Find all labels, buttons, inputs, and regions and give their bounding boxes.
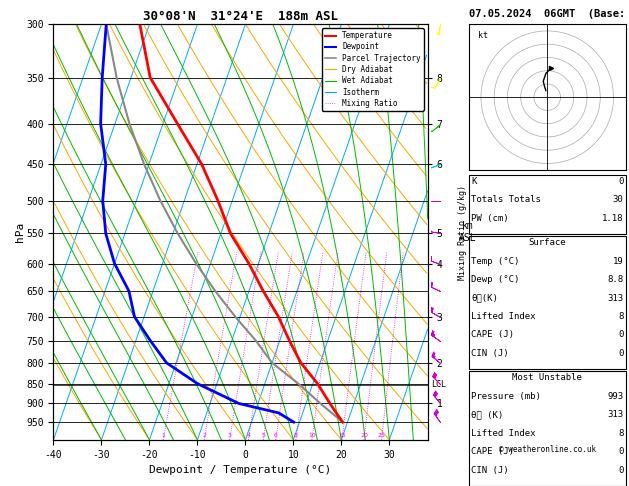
Text: 0: 0 (618, 177, 623, 186)
Text: 19: 19 (613, 257, 623, 266)
Text: 0: 0 (618, 447, 623, 456)
Y-axis label: km
ASL: km ASL (459, 221, 476, 243)
Text: Lifted Index: Lifted Index (471, 429, 536, 438)
Text: 0: 0 (618, 330, 623, 340)
Text: θᴇ(K): θᴇ(K) (471, 294, 498, 303)
Title: 30°08'N  31°24'E  188m ASL: 30°08'N 31°24'E 188m ASL (143, 10, 338, 23)
Text: 0: 0 (618, 349, 623, 358)
Text: 8.8: 8.8 (607, 275, 623, 284)
Text: 07.05.2024  06GMT  (Base: 00): 07.05.2024 06GMT (Base: 00) (469, 9, 629, 19)
Text: 313: 313 (607, 410, 623, 419)
Text: Mixing Ratio (g/kg): Mixing Ratio (g/kg) (458, 185, 467, 279)
Text: 8: 8 (618, 429, 623, 438)
Text: Pressure (mb): Pressure (mb) (471, 392, 541, 401)
Text: © weatheronline.co.uk: © weatheronline.co.uk (499, 445, 596, 454)
Text: 8: 8 (294, 433, 298, 438)
Text: CAPE (J): CAPE (J) (471, 330, 514, 340)
Legend: Temperature, Dewpoint, Parcel Trajectory, Dry Adiabat, Wet Adiabat, Isotherm, Mi: Temperature, Dewpoint, Parcel Trajectory… (321, 28, 424, 111)
Text: kt: kt (478, 31, 488, 40)
Text: Temp (°C): Temp (°C) (471, 257, 520, 266)
Text: CIN (J): CIN (J) (471, 349, 509, 358)
Text: 4: 4 (247, 433, 250, 438)
Text: 10: 10 (308, 433, 316, 438)
Text: 6: 6 (274, 433, 277, 438)
Text: 313: 313 (607, 294, 623, 303)
Text: 3: 3 (228, 433, 231, 438)
Text: Most Unstable: Most Unstable (512, 373, 582, 382)
Text: 8: 8 (618, 312, 623, 321)
Text: CAPE (J): CAPE (J) (471, 447, 514, 456)
Text: 30: 30 (613, 195, 623, 205)
Text: PW (cm): PW (cm) (471, 214, 509, 223)
Text: Surface: Surface (528, 238, 566, 247)
Text: LCL: LCL (431, 381, 447, 389)
Text: K: K (471, 177, 477, 186)
Text: θᴇ (K): θᴇ (K) (471, 410, 503, 419)
Text: CIN (J): CIN (J) (471, 466, 509, 475)
Text: hPa: hPa (15, 222, 25, 242)
Text: Dewp (°C): Dewp (°C) (471, 275, 520, 284)
Text: 2: 2 (202, 433, 206, 438)
X-axis label: Dewpoint / Temperature (°C): Dewpoint / Temperature (°C) (150, 465, 331, 475)
Text: 25: 25 (377, 433, 386, 438)
Text: 20: 20 (360, 433, 368, 438)
Text: Lifted Index: Lifted Index (471, 312, 536, 321)
Text: 15: 15 (338, 433, 346, 438)
Text: 0: 0 (618, 466, 623, 475)
Text: 1.18: 1.18 (602, 214, 623, 223)
Text: 993: 993 (607, 392, 623, 401)
Text: 5: 5 (261, 433, 265, 438)
Text: 1: 1 (161, 433, 165, 438)
Text: Totals Totals: Totals Totals (471, 195, 541, 205)
